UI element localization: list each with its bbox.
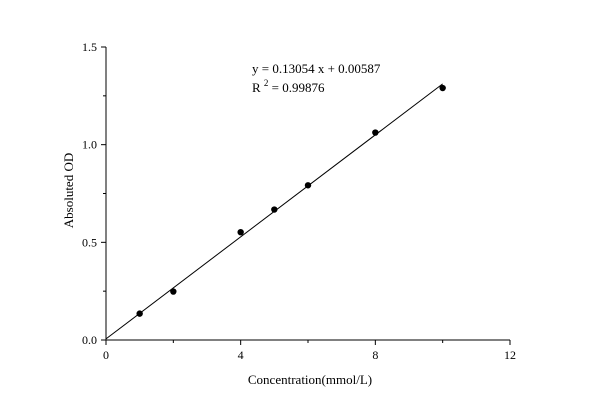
plot-area: 0 4 8 12 0.0 0.5 1.0 1.5 [82,40,516,362]
y-tick-label: 0.5 [82,235,97,249]
regression-equation: y = 0.13054 x + 0.00587 [252,61,381,76]
y-axis-title: Absoluted OD [61,153,76,228]
y-tick-label: 0.0 [82,333,97,347]
x-tick-label: 4 [238,348,244,362]
r-squared-prefix: R [252,80,261,95]
data-point [271,206,278,213]
data-point [237,228,244,236]
data-point [304,182,312,189]
x-axis-title: Concentration(mmol/L) [248,372,372,387]
r-squared-label: R 2 = 0.99876 [252,74,325,95]
x-tick-label: 12 [504,348,516,362]
y-tick-label: 1.5 [82,40,97,54]
data-point [170,288,177,295]
data-point [372,129,379,136]
x-tick-label: 0 [103,348,109,362]
data-point [439,84,446,92]
r-squared-value: = 0.99876 [272,80,325,95]
data-point [136,310,143,317]
y-tick-label: 1.0 [82,138,97,152]
r-squared-superscript: 2 [264,78,269,88]
x-tick-label: 8 [372,348,378,362]
